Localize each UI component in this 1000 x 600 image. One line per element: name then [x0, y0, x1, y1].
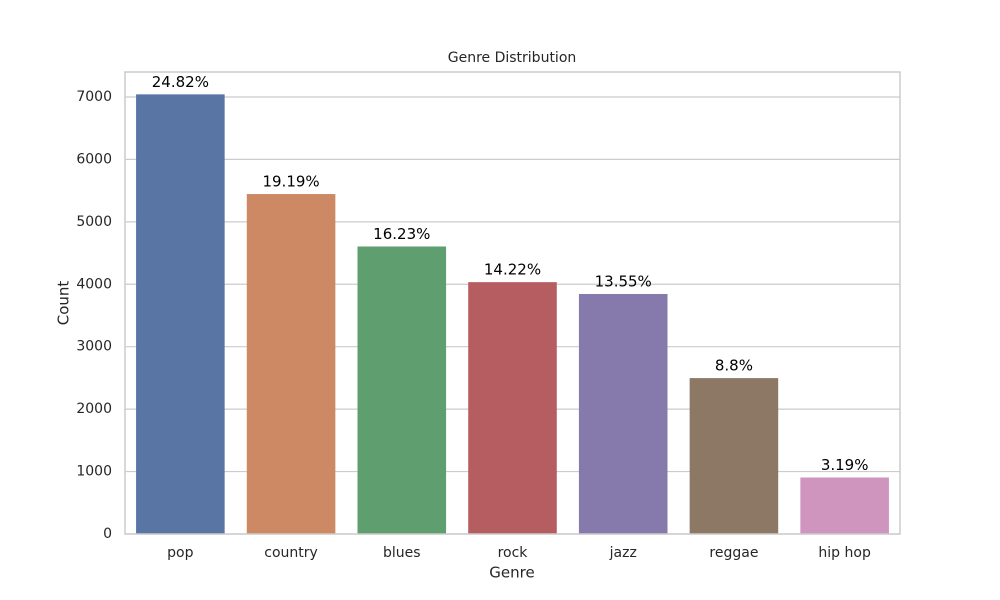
bar — [689, 378, 779, 534]
y-tick-label: 3000 — [76, 339, 112, 355]
bar-annotation: 14.22% — [484, 261, 541, 279]
plot-frame — [124, 71, 901, 535]
bar-annotation: 24.82% — [152, 73, 209, 91]
bar — [246, 194, 336, 534]
bar — [357, 246, 447, 534]
bar — [468, 282, 557, 534]
bar-annotation: 3.19% — [821, 456, 869, 474]
bar — [578, 294, 668, 534]
bar-annotation: 8.8% — [715, 357, 753, 375]
bar — [136, 94, 225, 535]
y-tick-label: 2000 — [76, 401, 112, 417]
x-tick-label: pop — [167, 545, 193, 561]
y-tick-label: 0 — [103, 526, 112, 542]
x-tick-label: rock — [498, 545, 529, 561]
y-tick-label: 7000 — [76, 89, 112, 105]
chart-title: Genre Distribution — [448, 50, 577, 66]
bar-annotation: 16.23% — [373, 225, 430, 243]
y-tick-label: 6000 — [76, 151, 112, 167]
y-tick-label: 4000 — [76, 276, 112, 292]
x-tick-label: hip hop — [818, 545, 871, 561]
x-tick-label: country — [264, 545, 318, 561]
x-tick-label: reggae — [709, 545, 758, 561]
y-axis-label: Count — [55, 281, 73, 326]
x-tick-label: blues — [383, 545, 421, 561]
y-tick-label: 5000 — [76, 214, 112, 230]
x-tick-label: jazz — [609, 545, 637, 561]
bar-annotation: 13.55% — [595, 273, 652, 291]
bar-annotation: 19.19% — [262, 173, 319, 191]
bar — [800, 477, 889, 534]
y-tick-label: 1000 — [76, 464, 112, 480]
x-axis-label: Genre — [489, 564, 534, 582]
